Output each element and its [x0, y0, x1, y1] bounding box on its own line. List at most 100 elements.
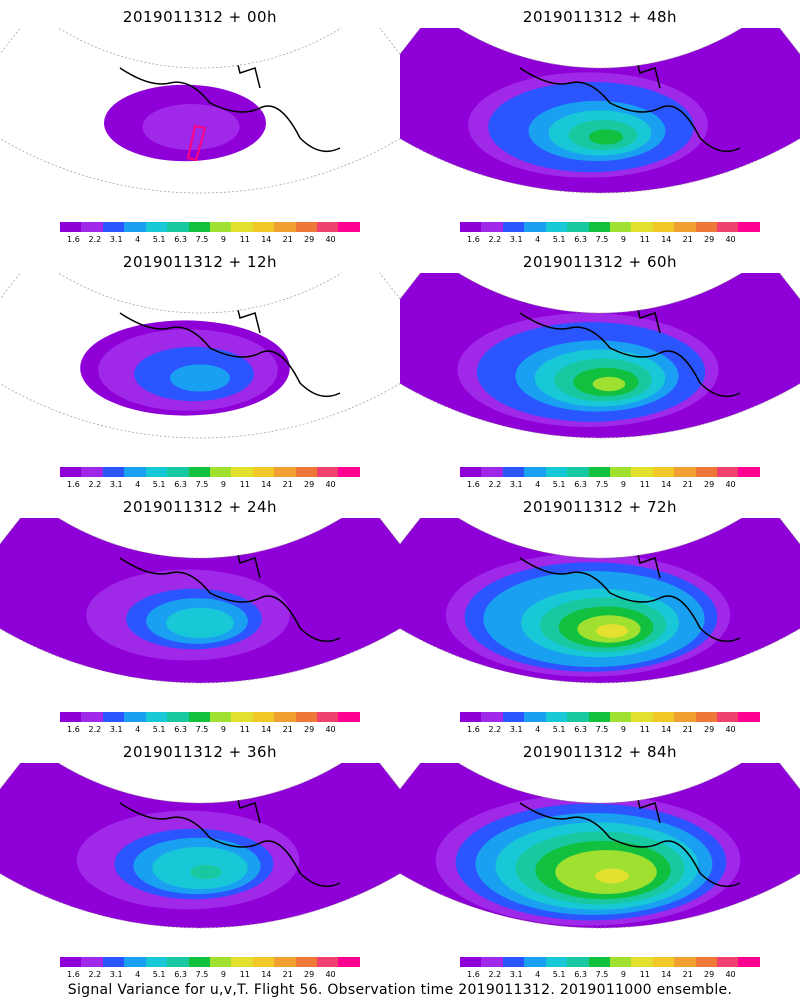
colorbar-swatch: [209, 957, 232, 967]
colorbar-swatch: [188, 467, 210, 477]
colorbar-tick-label: 5.1: [552, 725, 566, 734]
colorbar-ticks: 1.6 2.2 3.1 4 5.1 6.3 7.5 9 11 14 21 29 40: [460, 970, 760, 980]
colorbar-swatch: [81, 712, 103, 722]
colorbar-swatch: [717, 467, 739, 477]
colorbar-swatch: [567, 222, 589, 232]
colorbar-tick-label: 9: [620, 235, 626, 244]
colorbar-swatch: [295, 712, 318, 722]
colorbar-swatch: [567, 712, 589, 722]
colorbar-tick-label: 29: [704, 725, 715, 734]
colorbar-swatch: [124, 467, 146, 477]
coastline: [519, 802, 741, 888]
colorbar-tick-label: 40: [325, 480, 336, 489]
map-outline: [400, 28, 800, 194]
colorbar-swatch: [231, 222, 253, 232]
colorbar: [60, 712, 360, 722]
colorbar-tick-label: 40: [325, 725, 336, 734]
variance-contour: [188, 373, 218, 387]
colorbar-tick-label: 11: [639, 970, 650, 979]
colorbar-tick-label: 3.1: [109, 970, 123, 979]
colorbar-swatch: [460, 467, 482, 477]
colorbar-tick-label: 3.1: [509, 480, 523, 489]
colorbar-tick-label: 9: [220, 725, 226, 734]
colorbar-swatch: [481, 957, 503, 967]
colorbar-tick-label: 4: [535, 480, 541, 489]
colorbar-swatch: [588, 712, 610, 722]
colorbar: [460, 957, 760, 967]
colorbar-swatch: [631, 957, 653, 967]
map-outline: [400, 518, 800, 684]
colorbar-tick-label: 21: [682, 235, 693, 244]
colorbar-swatch: [145, 957, 168, 967]
colorbar-tick-label: 1.6: [67, 480, 80, 489]
colorbar-tick-label: 7.5: [195, 235, 209, 244]
colorbar-tick-label: 14: [261, 970, 272, 979]
colorbar-tick-label: 29: [704, 480, 715, 489]
colorbar-tick-label: 5.1: [152, 970, 166, 979]
colorbar-swatch: [274, 467, 296, 477]
colorbar-tick-label: 21: [282, 480, 293, 489]
colorbar-tick-label: 14: [261, 725, 272, 734]
colorbar-swatch: [695, 712, 718, 722]
colorbar-swatch: [252, 712, 275, 722]
coastline: [519, 67, 741, 153]
colorbar-tick-label: 1.6: [67, 970, 80, 979]
panel-title: 2019011312 + 48h: [522, 8, 678, 26]
colorbar-tick-label: 11: [639, 725, 650, 734]
variance-map: [400, 28, 800, 194]
colorbar-swatch: [317, 957, 339, 967]
colorbar-tick-label: 14: [661, 235, 672, 244]
colorbar-ticks: 1.6 2.2 3.1 4 5.1 6.3 7.5 9 11 14 21 29 40: [60, 480, 360, 490]
colorbar: [60, 467, 360, 477]
colorbar-swatch: [717, 957, 739, 967]
colorbar-tick-label: 5.1: [552, 970, 566, 979]
colorbar-tick-label: 14: [661, 480, 672, 489]
colorbar-swatch: [60, 467, 82, 477]
colorbar-tick-label: 11: [239, 480, 250, 489]
colorbar-swatch: [124, 957, 146, 967]
colorbar-tick-label: 9: [220, 970, 226, 979]
colorbar-tick-label: 6.3: [574, 725, 587, 734]
colorbar-swatch: [545, 957, 568, 967]
colorbar-swatch: [609, 467, 632, 477]
colorbar-tick-label: 11: [239, 725, 250, 734]
colorbar-ticks: 1.6 2.2 3.1 4 5.1 6.3 7.5 9 11 14 21 29 40: [60, 235, 360, 245]
colorbar-swatch: [81, 957, 103, 967]
colorbar-tick-label: 40: [325, 970, 336, 979]
colorbar-tick-label: 4: [135, 235, 141, 244]
colorbar-swatch: [295, 467, 318, 477]
panel-title: 2019011312 + 00h: [122, 8, 278, 26]
colorbar-swatch: [81, 222, 103, 232]
colorbar-tick-label: 21: [682, 970, 693, 979]
coastline: [119, 67, 341, 153]
map-panel: 2019011312 + 24h 1.6 2.2 3.1 4 5.1 6.3 7.5 9 11 14…: [0, 490, 400, 735]
map-outline: [400, 763, 800, 929]
colorbar-swatch: [609, 222, 632, 232]
colorbar-ticks: 1.6 2.2 3.1 4 5.1 6.3 7.5 9 11 14 21 29 40: [60, 970, 360, 980]
colorbar-swatch: [481, 712, 503, 722]
colorbar-tick-label: 6.3: [174, 235, 187, 244]
colorbar-swatch: [60, 712, 82, 722]
colorbar-tick-label: 1.6: [467, 480, 480, 489]
colorbar-swatch: [588, 222, 610, 232]
colorbar-swatch: [481, 467, 503, 477]
colorbar-swatch: [102, 957, 125, 967]
colorbar-swatch: [102, 712, 125, 722]
colorbar-swatch: [524, 467, 546, 477]
colorbar-swatch: [674, 467, 696, 477]
panel-title: 2019011312 + 60h: [522, 253, 678, 271]
colorbar-tick-label: 4: [135, 480, 141, 489]
colorbar-swatch: [60, 222, 82, 232]
colorbar-swatch: [695, 222, 718, 232]
colorbar-swatch: [317, 712, 339, 722]
colorbar-tick-label: 9: [220, 235, 226, 244]
variance-contour: [186, 617, 220, 633]
colorbar-swatch: [209, 222, 232, 232]
colorbar-tick-label: 29: [704, 970, 715, 979]
colorbar-swatch: [502, 222, 525, 232]
panel-title: 2019011312 + 72h: [522, 498, 678, 516]
colorbar-tick-label: 2.2: [88, 970, 102, 979]
colorbar-ticks: 1.6 2.2 3.1 4 5.1 6.3 7.5 9 11 14 21 29 40: [460, 480, 760, 490]
colorbar-tick-label: 6.3: [174, 970, 187, 979]
map-panel: 2019011312 + 00h 1.6 2.2 3.1 4 5.1 6.3 7.5 9 11 14…: [0, 0, 400, 245]
